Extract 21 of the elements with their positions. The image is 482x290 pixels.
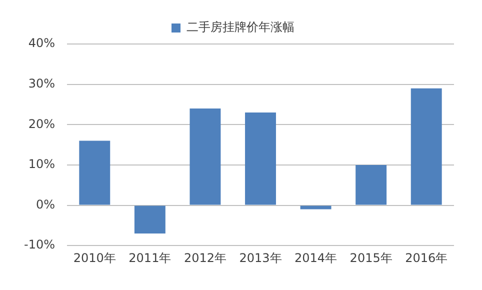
bar: [134, 206, 166, 234]
y-tick-label: 20%: [28, 116, 55, 131]
bar: [245, 112, 276, 205]
x-tick-label: 2010年: [73, 250, 116, 265]
bar: [356, 164, 387, 205]
x-tick-label: 2012年: [184, 250, 226, 265]
x-tick-label: 2015年: [350, 250, 392, 265]
x-tick-label: 2013年: [239, 250, 282, 265]
y-tick-label: 0%: [36, 197, 55, 212]
y-tick-label: 10%: [28, 157, 55, 172]
bar: [79, 140, 110, 205]
y-tick-label: -10%: [24, 238, 55, 252]
bar: [190, 108, 221, 205]
y-tick-label: 30%: [28, 76, 55, 90]
x-tick-label: 2011年: [128, 250, 172, 265]
x-tick-label: 2014年: [294, 250, 338, 265]
bar: [410, 88, 442, 205]
y-tick-label: 40%: [28, 36, 55, 50]
x-tick-label: 2016年: [405, 250, 448, 265]
bar: [300, 206, 332, 210]
legend-label: 二手房挂牌价年涨幅: [186, 20, 294, 34]
